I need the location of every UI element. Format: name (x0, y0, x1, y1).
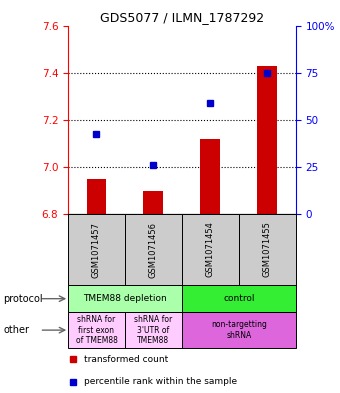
Bar (68, 285, 182, 312)
Bar (200, 139, 220, 214)
Title: GDS5077 / ILMN_1787292: GDS5077 / ILMN_1787292 (100, 11, 264, 24)
Text: GSM1071454: GSM1071454 (206, 222, 215, 277)
Text: transformed count: transformed count (84, 354, 168, 364)
Bar (86, 179, 106, 214)
Bar (68, 312, 125, 348)
Text: non-targetting
shRNA: non-targetting shRNA (211, 320, 267, 340)
Text: GSM1071456: GSM1071456 (149, 222, 158, 277)
Text: GSM1071455: GSM1071455 (263, 222, 272, 277)
Bar (182, 214, 239, 285)
Bar (257, 66, 277, 214)
Bar (182, 285, 296, 312)
Text: other: other (3, 325, 29, 335)
Text: shRNA for
first exon
of TMEM88: shRNA for first exon of TMEM88 (75, 315, 117, 345)
Bar (182, 312, 296, 348)
Bar (239, 214, 296, 285)
Bar (125, 312, 182, 348)
Text: percentile rank within the sample: percentile rank within the sample (84, 377, 237, 386)
Bar (143, 191, 164, 214)
Text: GSM1071457: GSM1071457 (92, 222, 101, 277)
Text: TMEM88 depletion: TMEM88 depletion (83, 294, 167, 303)
Bar (68, 214, 125, 285)
Bar (125, 214, 182, 285)
Text: shRNA for
3'UTR of
TMEM88: shRNA for 3'UTR of TMEM88 (134, 315, 172, 345)
Text: control: control (223, 294, 255, 303)
Text: protocol: protocol (3, 294, 43, 304)
